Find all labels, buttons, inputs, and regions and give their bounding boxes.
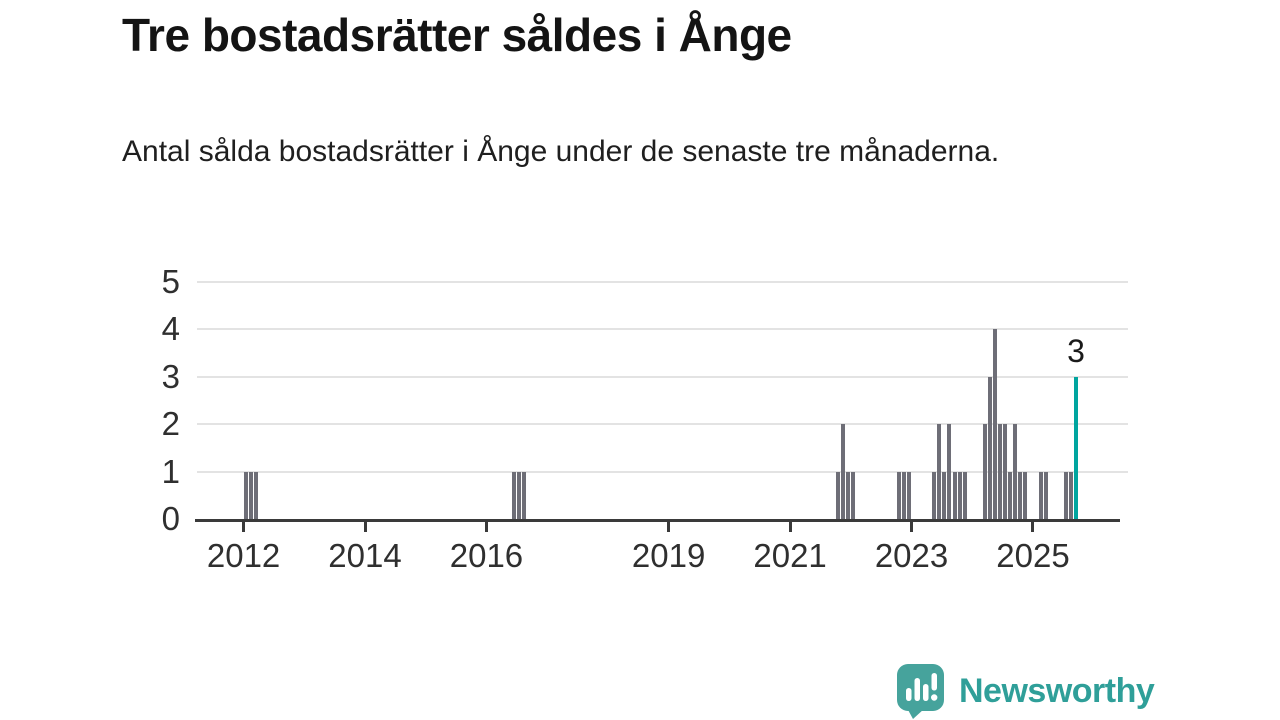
highlight-bar [1073, 376, 1078, 519]
gridline [197, 423, 1128, 425]
bar [947, 424, 952, 519]
bar [962, 471, 967, 519]
gridline [197, 328, 1128, 330]
brand-footer: Newsworthy [895, 663, 1155, 720]
gridline [197, 280, 1128, 283]
x-axis-label: 2014 [328, 537, 402, 574]
bar [1068, 471, 1073, 519]
x-axis-tick [1031, 522, 1035, 532]
bar [932, 471, 937, 519]
x-axis-tick [910, 522, 914, 532]
y-axis-label: 1 [161, 452, 180, 490]
x-axis-tick [363, 522, 367, 532]
bar [1063, 471, 1068, 519]
bar [1013, 424, 1018, 519]
bar [993, 329, 998, 519]
bar [982, 424, 987, 519]
gridline [197, 470, 1128, 473]
bar [1038, 471, 1043, 519]
bar [517, 471, 522, 519]
x-axis-label: 2019 [631, 537, 706, 574]
bar [1008, 471, 1013, 519]
x-axis-label: 2025 [996, 537, 1070, 574]
bar [937, 424, 942, 519]
x-axis-tick [484, 522, 488, 532]
bar [1003, 424, 1008, 519]
x-axis-line [195, 519, 1120, 522]
x-axis-label: 2023 [874, 537, 949, 574]
bar [1023, 471, 1028, 519]
bar [957, 471, 962, 519]
bar [998, 424, 1003, 519]
y-axis-label: 0 [161, 500, 180, 537]
x-axis-label: 2012 [206, 537, 281, 574]
bar [987, 376, 992, 519]
y-axis-label: 4 [161, 310, 180, 347]
bar [851, 471, 856, 519]
gridline [197, 375, 1128, 378]
bar [522, 471, 527, 519]
bar [254, 471, 259, 519]
bar [942, 471, 947, 519]
bar [896, 471, 901, 519]
x-axis-tick [667, 522, 671, 532]
bar [512, 471, 517, 519]
bar [901, 471, 906, 519]
bar [846, 471, 851, 519]
x-axis-label: 2021 [753, 537, 827, 574]
bar [836, 471, 841, 519]
x-axis-tick [788, 522, 792, 532]
chart-subtitle: Antal sålda bostadsrätter i Ånge under d… [122, 135, 1000, 168]
bar [249, 471, 254, 519]
y-axis-label: 5 [161, 262, 180, 300]
y-axis-label: 3 [161, 357, 180, 395]
bar [907, 471, 911, 519]
bar [1043, 471, 1048, 519]
highlight-value-label: 3 [1067, 332, 1085, 369]
bar [841, 424, 846, 519]
chart-title: Tre bostadsrätter såldes i Ånge [122, 9, 792, 61]
brand-name: Newsworthy [959, 672, 1155, 710]
bar [952, 471, 957, 519]
x-axis-tick [242, 522, 246, 532]
bar [1018, 471, 1023, 519]
bar [244, 471, 249, 519]
x-axis-label: 2016 [449, 537, 524, 574]
newsworthy-logo-icon [897, 664, 944, 719]
y-axis-label: 2 [161, 405, 180, 442]
